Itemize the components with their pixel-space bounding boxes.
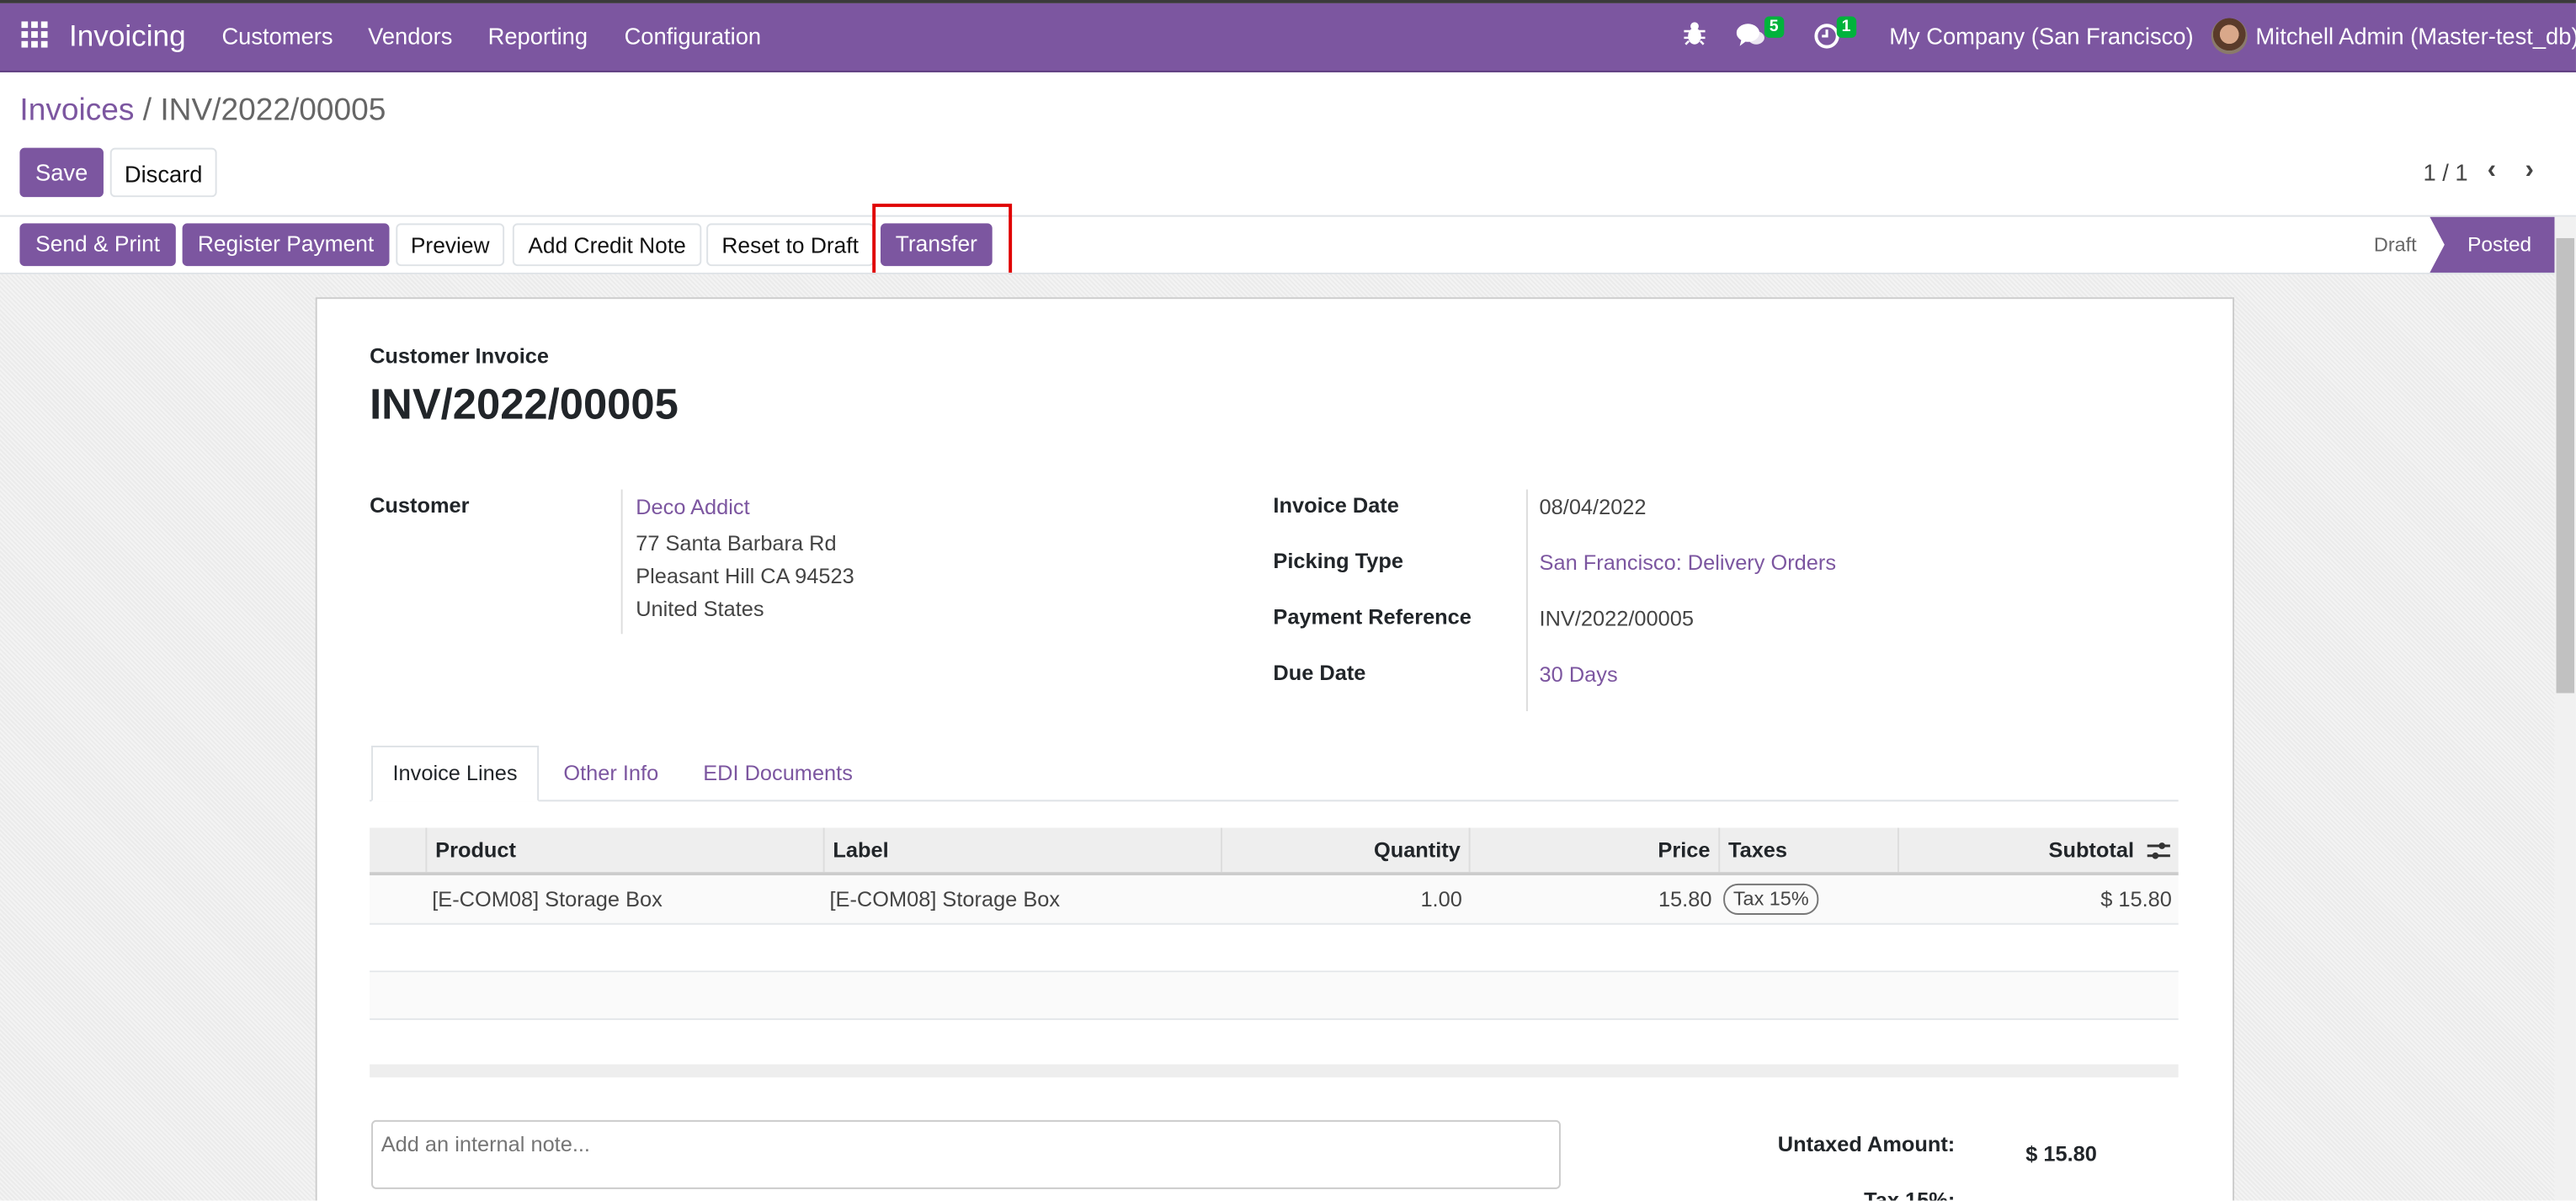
messages-icon[interactable]: [1736, 23, 1766, 54]
reset-to-draft-button[interactable]: Reset to Draft: [706, 223, 875, 267]
address-line: 77 Santa Barbara Rd: [636, 530, 837, 555]
divider: [0, 215, 2576, 217]
picking-type-label: Picking Type: [1273, 548, 1404, 574]
messages-badge: 5: [1764, 16, 1784, 38]
user-avatar[interactable]: [2211, 18, 2248, 55]
field-divider: [620, 489, 623, 635]
invoice-date-label: Invoice Date: [1273, 492, 1399, 518]
cell-price[interactable]: 15.80: [1658, 886, 1712, 912]
empty-row: [370, 972, 2179, 1020]
stage-posted[interactable]: Posted: [2430, 216, 2555, 273]
pager-previous-icon[interactable]: ‹: [2487, 156, 2496, 184]
customer-link[interactable]: Deco Addict: [636, 494, 750, 519]
register-payment-button[interactable]: Register Payment: [182, 223, 390, 267]
picking-type-link[interactable]: San Francisco: Delivery Orders: [1539, 550, 1837, 576]
column-taxes[interactable]: Taxes: [1718, 827, 1897, 873]
tax-tag[interactable]: Tax 15%: [1723, 883, 1819, 915]
internal-note-input[interactable]: [371, 1119, 1561, 1189]
discard-button[interactable]: Discard: [109, 147, 217, 198]
transfer-button[interactable]: Transfer: [881, 223, 993, 267]
invoice-date-value: 08/04/2022: [1539, 494, 1647, 519]
cell-product[interactable]: [E-COM08] Storage Box: [432, 886, 663, 912]
customer-label: Customer: [370, 492, 470, 518]
invoice-number: INV/2022/00005: [370, 379, 679, 429]
stage-posted-label: Posted: [2467, 233, 2532, 257]
breadcrumb-invoices[interactable]: Invoices: [19, 93, 135, 129]
app-name[interactable]: Invoicing: [68, 19, 186, 53]
window-top-border: [0, 0, 2576, 3]
payment-reference-label: Payment Reference: [1273, 604, 1472, 630]
top-navbar: Invoicing Customers Vendors Reporting Co…: [0, 3, 2576, 72]
pager-value[interactable]: 1 / 1: [2423, 159, 2468, 186]
cell-quantity[interactable]: 1.00: [1420, 886, 1462, 912]
invoice-type: Customer Invoice: [370, 343, 549, 369]
pager-next-icon[interactable]: ›: [2525, 156, 2534, 184]
table-header: Product Label Quantity Price Taxes Subto…: [370, 827, 2179, 876]
field-divider: [1525, 489, 1528, 711]
table-row[interactable]: [E-COM08] Storage Box [E-COM08] Storage …: [370, 875, 2179, 925]
breadcrumb-current: INV/2022/00005: [160, 93, 386, 129]
stage-draft[interactable]: Draft: [2373, 233, 2417, 257]
due-date-label: Due Date: [1273, 660, 1366, 685]
due-date-link[interactable]: 30 Days: [1539, 662, 1618, 687]
cell-subtotal: $ 15.80: [2100, 886, 2172, 912]
tab-other-info[interactable]: Other Info: [563, 760, 659, 785]
menu-configuration[interactable]: Configuration: [624, 23, 762, 50]
empty-row: [370, 925, 2179, 973]
debug-bug-icon[interactable]: [1684, 21, 1706, 50]
menu-customers[interactable]: Customers: [221, 23, 333, 50]
divider: [0, 272, 2555, 274]
untaxed-amount-label: Untaxed Amount:: [1777, 1131, 1956, 1156]
address-line: United States: [636, 596, 764, 621]
untaxed-amount-value: $ 15.80: [2025, 1141, 2097, 1166]
column-price[interactable]: Price: [1468, 827, 1719, 873]
optional-columns-icon[interactable]: [2147, 841, 2170, 865]
column-label[interactable]: Label: [822, 827, 1221, 873]
column-quantity[interactable]: Quantity: [1220, 827, 1469, 873]
menu-vendors[interactable]: Vendors: [368, 23, 453, 50]
breadcrumb-separator: /: [142, 93, 152, 129]
send-print-button[interactable]: Send & Print: [19, 223, 176, 267]
address-line: Pleasant Hill CA 94523: [636, 563, 854, 588]
scrollbar[interactable]: [2554, 216, 2576, 1201]
tab-invoice-lines[interactable]: Invoice Lines: [371, 745, 540, 802]
breadcrumb: Invoices / INV/2022/00005: [19, 93, 386, 130]
menu-reporting[interactable]: Reporting: [487, 23, 588, 50]
scrollbar-thumb[interactable]: [2556, 237, 2575, 693]
activities-badge: 1: [1836, 16, 1856, 38]
cell-label[interactable]: [E-COM08] Storage Box: [829, 886, 1061, 912]
company-switcher[interactable]: My Company (San Francisco): [1889, 23, 2194, 50]
preview-button[interactable]: Preview: [396, 223, 505, 267]
save-button[interactable]: Save: [19, 147, 104, 198]
tax-label: Tax 15%:: [1864, 1187, 1956, 1201]
column-subtotal[interactable]: Subtotal: [1897, 827, 2179, 873]
tabs-underline: [370, 800, 2179, 802]
table-footer: [370, 1064, 2179, 1078]
user-menu[interactable]: Mitchell Admin (Master-test_db): [2255, 23, 2576, 50]
column-product[interactable]: Product: [425, 827, 822, 873]
invoice-sheet: Customer Invoice INV/2022/00005 Customer…: [315, 297, 2235, 1201]
payment-reference-value: INV/2022/00005: [1539, 606, 1694, 631]
tab-edi-documents[interactable]: EDI Documents: [703, 760, 853, 785]
apps-menu-icon[interactable]: [21, 21, 48, 56]
add-credit-note-button[interactable]: Add Credit Note: [512, 223, 702, 267]
